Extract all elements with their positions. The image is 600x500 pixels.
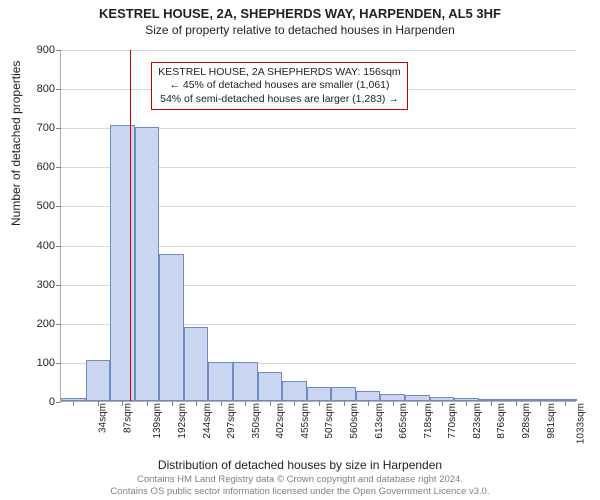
- x-tick-label: 192sqm: [177, 403, 188, 439]
- footer-line-2: Contains OS public sector information li…: [0, 486, 600, 498]
- histogram-bar: [135, 127, 160, 401]
- x-tick-mark: [221, 401, 222, 406]
- x-tick-label: 297sqm: [226, 403, 237, 439]
- x-tick-mark: [491, 401, 492, 406]
- y-tick-mark: [56, 128, 61, 129]
- y-tick-mark: [56, 324, 61, 325]
- x-axis-label: Distribution of detached houses by size …: [0, 458, 600, 472]
- x-tick-label: 455sqm: [300, 403, 311, 439]
- x-tick-mark: [442, 401, 443, 406]
- x-tick-label: 928sqm: [521, 403, 532, 439]
- x-tick-mark: [319, 401, 320, 406]
- histogram-bar: [233, 362, 258, 401]
- x-tick-mark: [196, 401, 197, 406]
- x-tick-label: 613sqm: [374, 403, 385, 439]
- annotation-line: KESTREL HOUSE, 2A SHEPHERDS WAY: 156sqm: [158, 66, 400, 79]
- y-tick-mark: [56, 167, 61, 168]
- x-tick-mark: [516, 401, 517, 406]
- histogram-bar: [307, 387, 332, 401]
- x-tick-label: 350sqm: [251, 403, 262, 439]
- x-tick-mark: [344, 401, 345, 406]
- histogram-bar: [86, 360, 111, 401]
- x-tick-mark: [270, 401, 271, 406]
- x-tick-mark: [417, 401, 418, 406]
- x-tick-label: 823sqm: [472, 403, 483, 439]
- x-tick-mark: [98, 401, 99, 406]
- x-tick-label: 560sqm: [349, 403, 360, 439]
- x-tick-label: 507sqm: [325, 403, 336, 439]
- x-tick-label: 665sqm: [398, 403, 409, 439]
- x-tick-mark: [565, 401, 566, 406]
- x-tick-label: 1033sqm: [576, 403, 587, 444]
- y-tick-mark: [56, 402, 61, 403]
- x-tick-mark: [393, 401, 394, 406]
- marker-line: [130, 50, 131, 401]
- x-tick-label: 244sqm: [202, 403, 213, 439]
- x-tick-mark: [172, 401, 173, 406]
- y-tick-mark: [56, 89, 61, 90]
- x-tick-mark: [147, 401, 148, 406]
- plot-area: 010020030040050060070080090034sqm87sqm13…: [60, 50, 576, 402]
- histogram-bar: [258, 372, 283, 401]
- x-tick-label: 770sqm: [447, 403, 458, 439]
- histogram-chart: 010020030040050060070080090034sqm87sqm13…: [60, 50, 576, 402]
- x-tick-label: 876sqm: [497, 403, 508, 439]
- y-tick-mark: [56, 363, 61, 364]
- chart-title-block: KESTREL HOUSE, 2A, SHEPHERDS WAY, HARPEN…: [0, 0, 600, 37]
- footer-attribution: Contains HM Land Registry data © Crown c…: [0, 474, 600, 498]
- histogram-bar: [356, 391, 381, 401]
- x-tick-mark: [73, 401, 74, 406]
- x-tick-mark: [540, 401, 541, 406]
- histogram-bar: [282, 381, 307, 401]
- histogram-bar: [380, 394, 405, 401]
- y-tick-mark: [56, 246, 61, 247]
- x-tick-label: 718sqm: [423, 403, 434, 439]
- x-tick-mark: [122, 401, 123, 406]
- histogram-bar: [208, 362, 233, 401]
- x-tick-mark: [368, 401, 369, 406]
- chart-subtitle: Size of property relative to detached ho…: [0, 23, 600, 37]
- chart-title: KESTREL HOUSE, 2A, SHEPHERDS WAY, HARPEN…: [0, 6, 600, 21]
- y-tick-mark: [56, 285, 61, 286]
- y-tick-mark: [56, 50, 61, 51]
- x-tick-mark: [294, 401, 295, 406]
- x-tick-mark: [245, 401, 246, 406]
- x-tick-label: 87sqm: [122, 403, 133, 433]
- x-tick-label: 139sqm: [153, 403, 164, 439]
- histogram-bar: [184, 327, 209, 401]
- histogram-bar: [159, 254, 184, 401]
- annotation-line: 54% of semi-detached houses are larger (…: [158, 93, 400, 106]
- y-axis-label: Number of detached properties: [9, 61, 23, 226]
- x-tick-label: 981sqm: [546, 403, 557, 439]
- footer-line-1: Contains HM Land Registry data © Crown c…: [0, 474, 600, 486]
- histogram-bar: [331, 387, 356, 401]
- y-tick-mark: [56, 206, 61, 207]
- x-tick-mark: [466, 401, 467, 406]
- annotation-line: ← 45% of detached houses are smaller (1,…: [158, 79, 400, 92]
- gridline: [61, 50, 576, 51]
- x-tick-label: 402sqm: [275, 403, 286, 439]
- x-tick-label: 34sqm: [98, 403, 109, 433]
- annotation-box: KESTREL HOUSE, 2A SHEPHERDS WAY: 156sqm←…: [151, 62, 407, 109]
